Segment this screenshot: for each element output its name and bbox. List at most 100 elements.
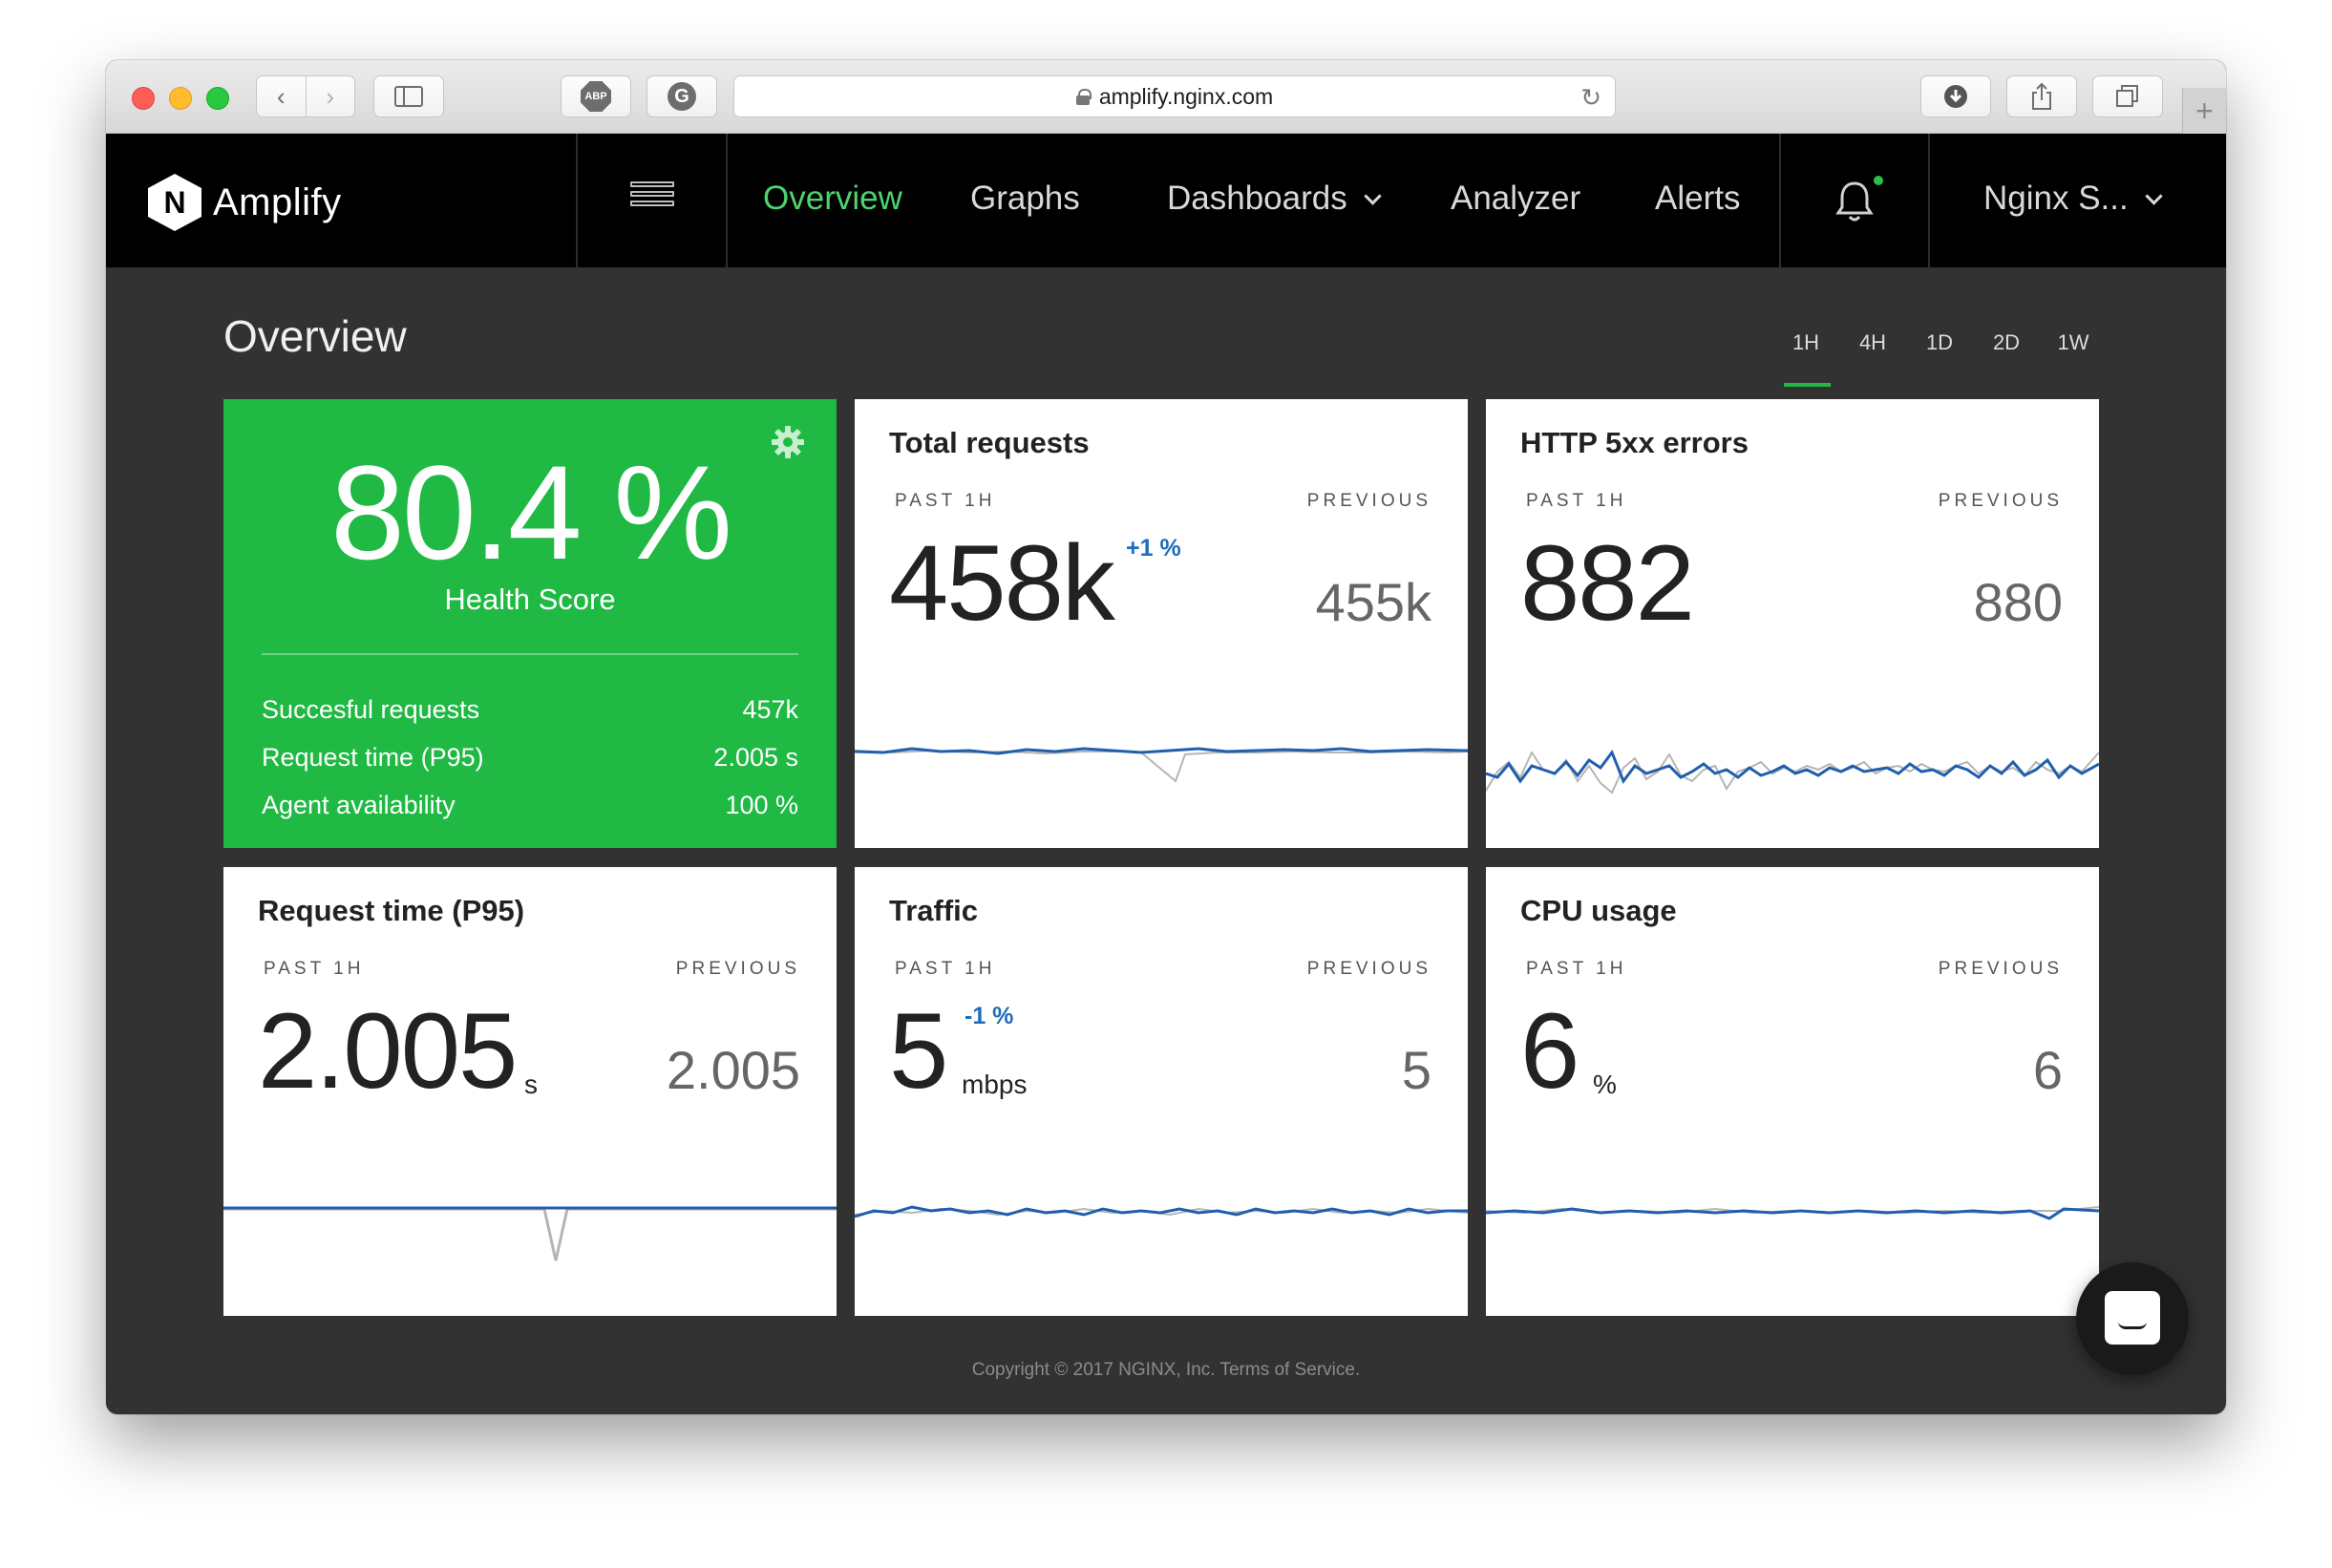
chevron-down-icon <box>1364 187 1382 205</box>
metric-value: 882 <box>1520 523 1695 643</box>
new-tab-button[interactable]: + <box>2182 88 2226 134</box>
past-label: PAST 1H <box>895 491 996 511</box>
share-button[interactable] <box>2006 75 2077 117</box>
adblock-button[interactable]: ABP <box>561 75 631 117</box>
previous-value: 5 <box>1401 1040 1431 1100</box>
chat-icon <box>2105 1291 2160 1345</box>
divider <box>262 653 798 655</box>
previous-value: 2.005 <box>666 1040 800 1100</box>
minimize-window-button[interactable] <box>169 87 192 110</box>
card-title: Traffic <box>889 894 979 927</box>
chat-smile <box>2118 1322 2147 1329</box>
forward-arrow-icon[interactable]: › <box>326 81 335 111</box>
sidebar-toggle-button[interactable] <box>373 75 444 117</box>
cpu-usage-card[interactable]: CPU usage PAST 1H PREVIOUS 6 % 6 <box>1486 867 2099 1316</box>
back-arrow-icon[interactable]: ‹ <box>276 81 286 111</box>
past-label: PAST 1H <box>1526 959 1627 979</box>
address-bar[interactable]: amplify.nginx.com ↻ <box>733 75 1616 117</box>
card-title: Request time (P95) <box>258 894 525 927</box>
grammarly-button[interactable]: G <box>647 75 717 117</box>
user-name: Nginx S... <box>1983 180 2129 217</box>
previous-label: PREVIOUS <box>1938 491 2063 511</box>
metric-unit: % <box>1593 1070 1617 1099</box>
notification-dot <box>1874 176 1883 185</box>
share-icon <box>2032 82 2051 110</box>
health-score-label: Health Score <box>444 583 616 616</box>
tab-overview-button[interactable] <box>2092 75 2163 117</box>
adblock-icon: ABP <box>581 81 611 112</box>
traffic-card[interactable]: Traffic PAST 1H PREVIOUS 5 -1 % mbps 5 <box>855 867 1468 1316</box>
page-title: Overview <box>223 311 407 361</box>
previous-value: 455k <box>1315 572 1431 632</box>
url-text: amplify.nginx.com <box>1098 83 1274 109</box>
sidebar-icon <box>394 86 423 107</box>
brand-name: Amplify <box>213 180 342 223</box>
range-2d[interactable]: 2D <box>1992 330 2021 354</box>
reload-icon[interactable]: ↻ <box>1580 83 1601 112</box>
series-current <box>855 1205 1468 1218</box>
series-previous <box>223 1207 837 1261</box>
tabs-icon <box>2116 85 2138 107</box>
divider <box>726 134 728 267</box>
downloads-button[interactable] <box>1920 75 1991 117</box>
nav-alerts[interactable]: Alerts <box>1655 180 1741 217</box>
stat-value: 100 % <box>725 791 798 819</box>
sparkline <box>223 1206 837 1261</box>
footer-copyright: Copyright © 2017 NGINX, Inc. Terms of Se… <box>971 1360 1361 1380</box>
browser-window: ‹ › ABP G amplify.nginx.com ↻ + <box>106 60 2226 1414</box>
series-previous <box>855 749 1468 783</box>
nav-dashboards[interactable]: Dashboards <box>1167 180 1382 218</box>
series-current <box>855 747 1468 755</box>
close-window-button[interactable] <box>132 87 155 110</box>
app-navbar: N Amplify Overview Graphs Dashboards Ana… <box>106 134 2226 267</box>
range-1h[interactable]: 1H <box>1772 330 1839 387</box>
series-current <box>1486 749 2099 785</box>
sparkline <box>855 747 1468 783</box>
divider <box>576 134 578 267</box>
nav-graphs[interactable]: Graphs <box>970 180 1080 217</box>
stat-row-request-time: Request time (P95) 2.005 s <box>262 743 798 773</box>
sparkline <box>1486 749 2099 795</box>
stat-label: Succesful requests <box>262 695 480 724</box>
total-requests-card[interactable]: Total requests PAST 1H PREVIOUS 458k +1 … <box>855 399 1468 848</box>
download-icon <box>1944 85 1967 108</box>
delta-badge: -1 % <box>965 1003 1014 1029</box>
nav-overview[interactable]: Overview <box>763 180 902 217</box>
brand[interactable]: N Amplify <box>148 174 342 231</box>
stat-value: 457k <box>742 695 798 724</box>
range-1d[interactable]: 1D <box>1925 330 1954 354</box>
metric-value: 2.005 <box>258 991 518 1111</box>
previous-label: PREVIOUS <box>1938 959 2063 979</box>
metric-unit: mbps <box>962 1070 1028 1099</box>
metric-value: 458k <box>889 523 1115 643</box>
delta-badge: +1 % <box>1126 535 1181 562</box>
browser-toolbar: ‹ › ABP G amplify.nginx.com ↻ + <box>106 60 2226 134</box>
card-title: Total requests <box>889 426 1090 459</box>
user-menu[interactable]: Nginx S... <box>1983 180 2163 218</box>
metric-unit: s <box>524 1070 538 1099</box>
stat-label: Request time (P95) <box>262 743 484 772</box>
past-label: PAST 1H <box>895 959 996 979</box>
bell-icon[interactable] <box>1834 180 1875 223</box>
stat-value: 2.005 s <box>713 743 798 772</box>
stat-row-agent-availability: Agent availability 100 % <box>262 791 798 820</box>
previous-label: PREVIOUS <box>1306 491 1431 511</box>
server-list-icon[interactable] <box>630 181 674 216</box>
gear-icon[interactable] <box>770 424 806 460</box>
range-4h[interactable]: 4H <box>1858 330 1887 354</box>
previous-value: 880 <box>1973 572 2063 632</box>
card-title: CPU usage <box>1520 894 1677 927</box>
http-5xx-card[interactable]: HTTP 5xx errors PAST 1H PREVIOUS 882 880 <box>1486 399 2099 848</box>
nav-analyzer[interactable]: Analyzer <box>1451 180 1581 217</box>
request-time-card[interactable]: Request time (P95) PAST 1H PREVIOUS 2.00… <box>223 867 837 1316</box>
sparkline <box>1486 1206 2099 1220</box>
card-title: HTTP 5xx errors <box>1520 426 1749 459</box>
chat-button[interactable] <box>2076 1262 2189 1375</box>
health-score-card[interactable]: 80.4 % Health Score Succesful requests 4… <box>223 399 837 848</box>
range-1w[interactable]: 1W <box>2057 330 2089 354</box>
series-current <box>1486 1207 2099 1220</box>
stat-row-successful-requests: Succesful requests 457k <box>262 695 798 725</box>
history-nav: ‹ › <box>256 75 355 117</box>
zoom-window-button[interactable] <box>206 87 229 110</box>
metric-value: 6 <box>1520 991 1579 1111</box>
